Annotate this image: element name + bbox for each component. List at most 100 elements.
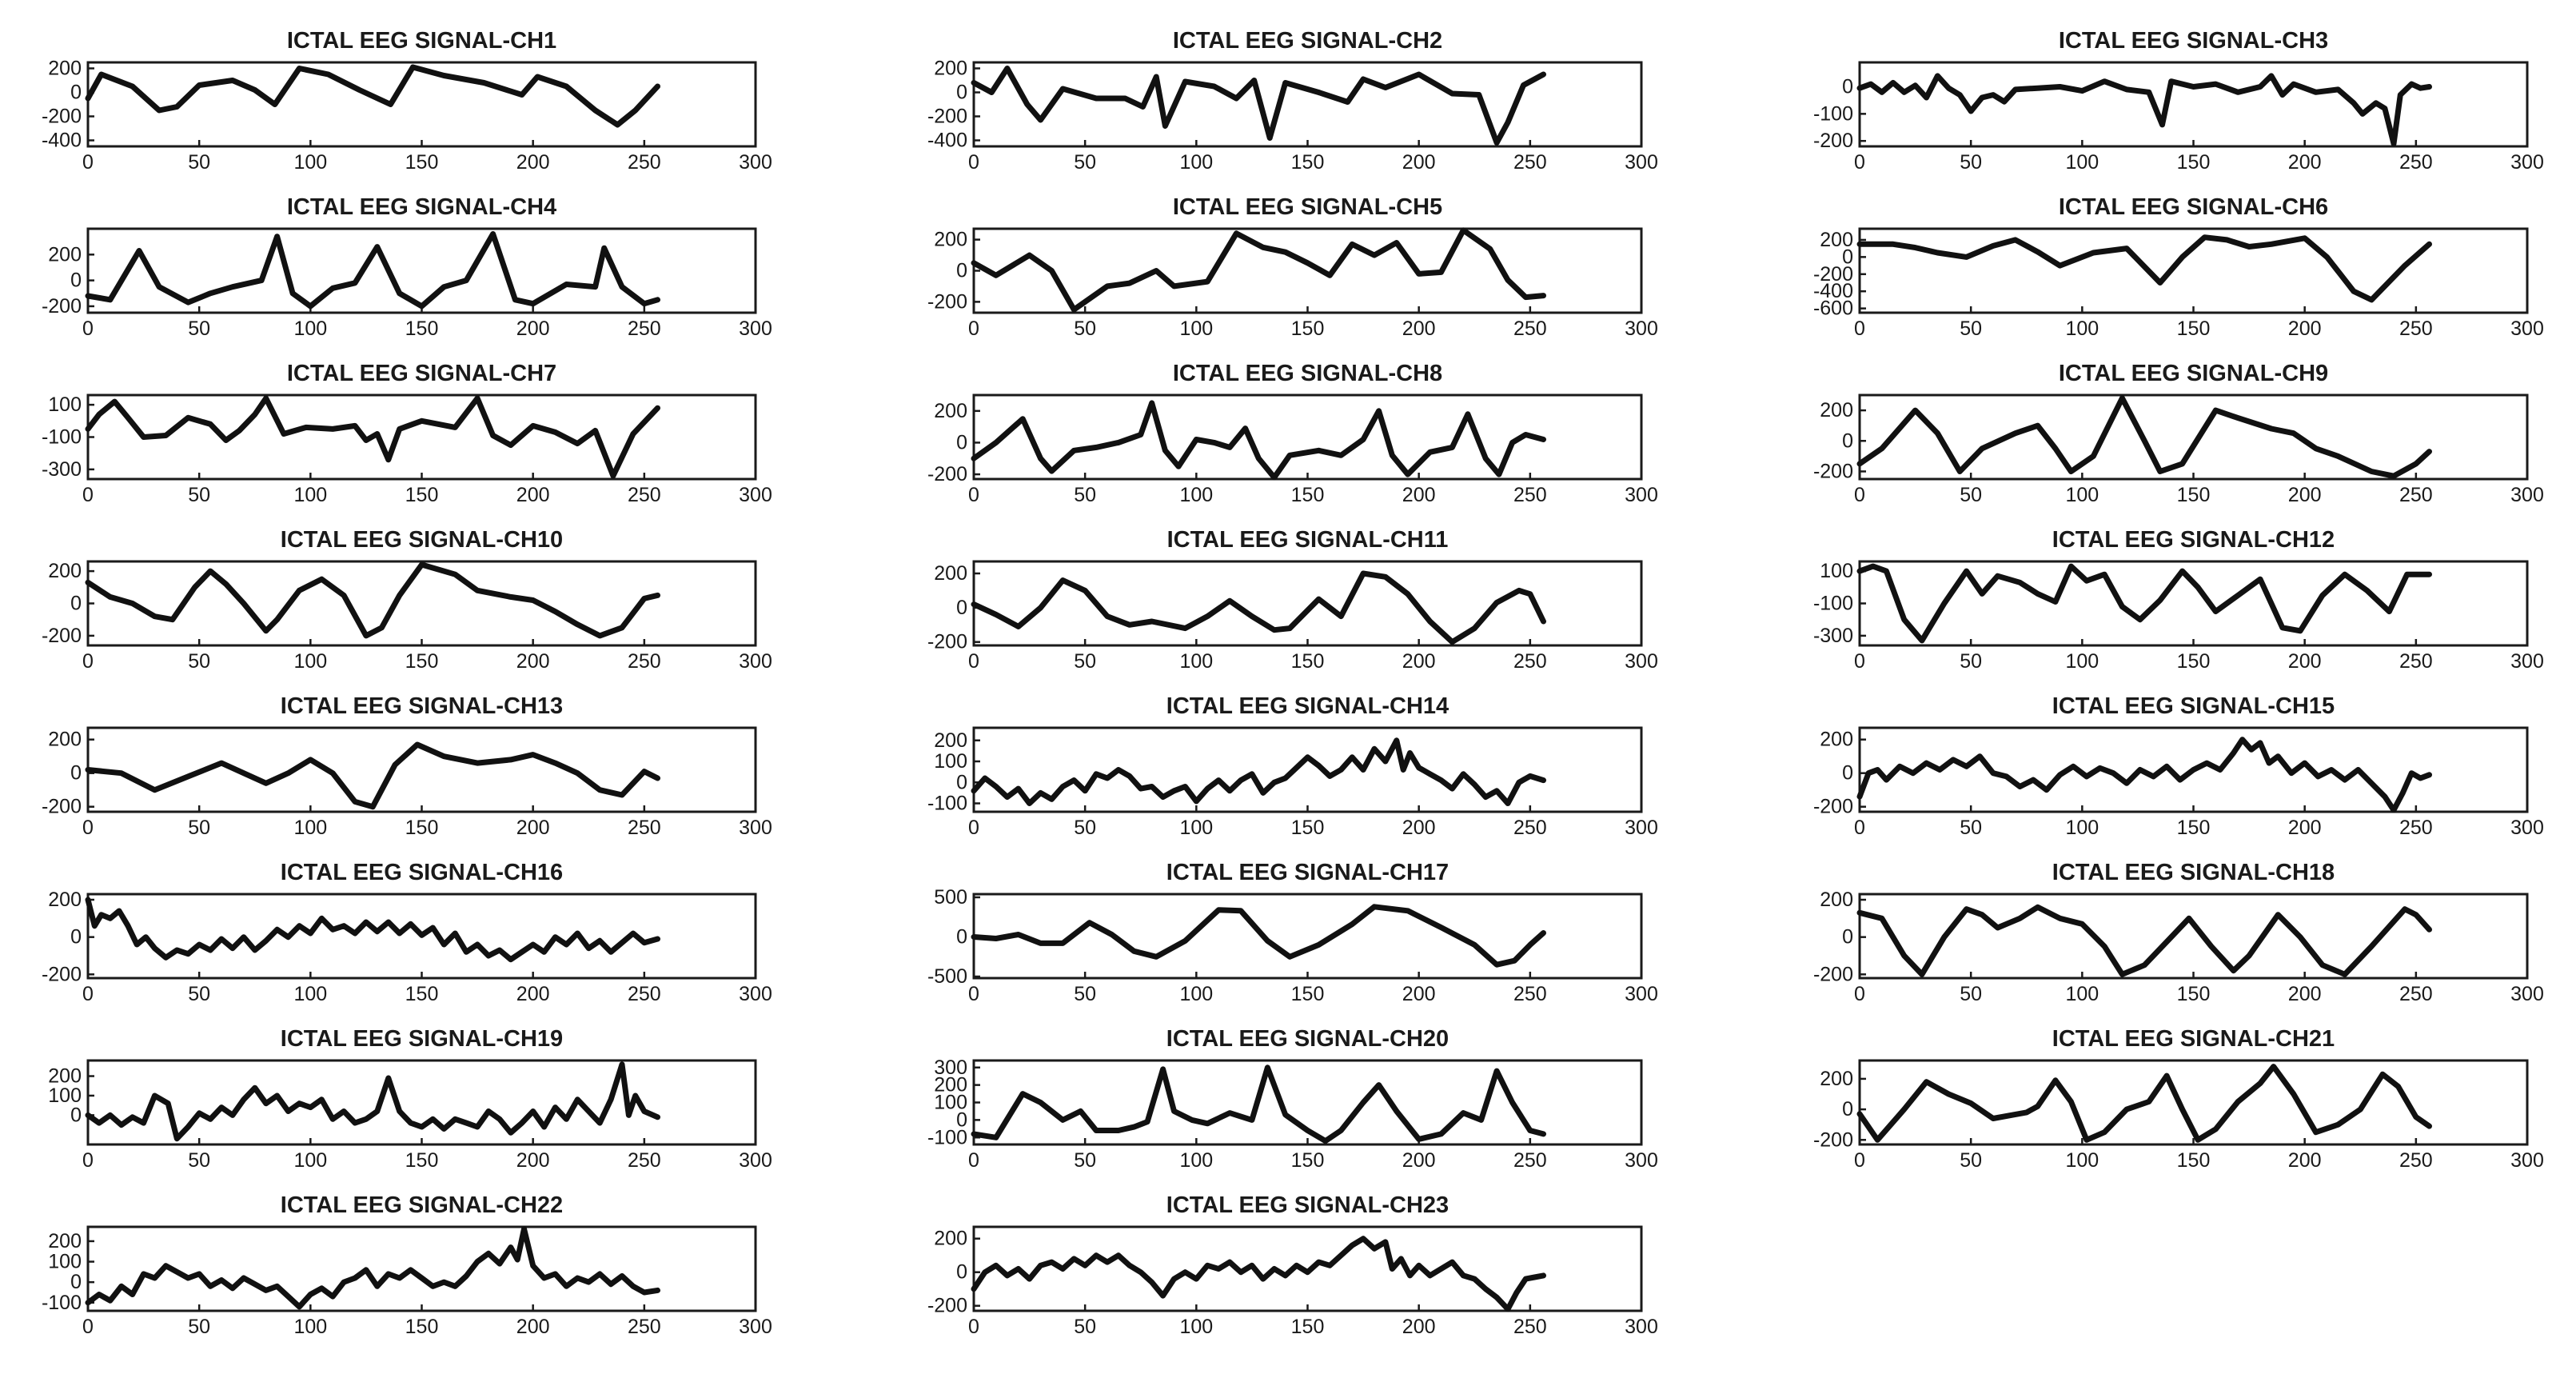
y-tick-label: 200: [1820, 889, 1853, 911]
y-tick-label: 200: [48, 889, 82, 911]
y-tick-label: -200: [1813, 130, 1853, 152]
x-tick-label: 0: [968, 817, 979, 839]
x-tick-label: 150: [2177, 151, 2211, 174]
plot-frame: [86, 726, 757, 813]
x-tick-label: 200: [1402, 318, 1436, 340]
y-tick-label: -300: [42, 458, 82, 481]
y-tick-label: 100: [48, 1084, 82, 1107]
y-tick-label: -200: [42, 295, 82, 318]
y-tick-label: -100: [927, 1126, 967, 1148]
x-tick-label: 250: [2399, 318, 2433, 340]
y-tick-label: 0: [956, 431, 967, 453]
x-tick-label: 150: [1291, 1149, 1325, 1172]
y-tick-label: 100: [1820, 560, 1853, 582]
x-tick-label: 50: [1074, 318, 1096, 340]
y-tick-label: -100: [1813, 102, 1853, 125]
x-tick-label: 300: [2510, 817, 2544, 839]
x-tick-label: 300: [739, 983, 772, 1005]
y-tick-label: 0: [1842, 926, 1853, 949]
x-tick-label: 50: [1074, 1149, 1096, 1172]
x-tick-label: 0: [968, 1316, 979, 1338]
x-tick-label: 0: [1854, 318, 1865, 340]
y-tick-label: 100: [934, 750, 967, 773]
x-tick-label: 100: [293, 983, 327, 1005]
x-tick-label: 250: [1513, 1316, 1547, 1338]
x-tick-label: 200: [516, 650, 550, 673]
x-tick-label: 150: [1291, 650, 1325, 673]
x-tick-label: 150: [2177, 983, 2211, 1005]
y-tick-label: 500: [934, 886, 967, 909]
x-tick-label: 0: [968, 484, 979, 506]
x-tick-label: 50: [1960, 1149, 1982, 1172]
x-tick-label: 150: [405, 1149, 439, 1172]
y-tick-label: -400: [42, 130, 82, 152]
x-tick-label: 0: [1854, 983, 1865, 1005]
x-tick-label: 0: [1854, 484, 1865, 506]
x-tick-label: 50: [188, 1316, 210, 1338]
y-tick-label: -100: [42, 1292, 82, 1314]
panel-title: ICTAL EEG SIGNAL-CH14: [1166, 693, 1449, 719]
x-tick-label: 100: [293, 817, 327, 839]
panel-title: ICTAL EEG SIGNAL-CH3: [2059, 28, 2328, 54]
x-tick-label: 250: [628, 817, 661, 839]
x-tick-label: 150: [2177, 817, 2211, 839]
plot-frame: [86, 1225, 757, 1312]
signal-line-ch12: [1856, 563, 2432, 644]
x-tick-label: 200: [516, 318, 550, 340]
x-tick-label: 100: [1179, 817, 1213, 839]
x-tick-label: 200: [516, 1316, 550, 1338]
signal-line-ch23: [971, 1236, 1546, 1312]
y-tick-label: 0: [1842, 429, 1853, 452]
x-tick-label: 300: [2510, 983, 2544, 1005]
x-tick-label: 0: [968, 650, 979, 673]
y-tick-label: 200: [48, 1230, 82, 1252]
y-tick-label: 0: [70, 593, 82, 615]
y-tick-label: 0: [1842, 762, 1853, 785]
panel-title: ICTAL EEG SIGNAL-CH10: [281, 527, 563, 553]
panel-title: ICTAL EEG SIGNAL-CH11: [1167, 527, 1449, 553]
x-tick-label: 200: [1402, 650, 1436, 673]
x-tick-label: 200: [2288, 650, 2322, 673]
eeg-panel-ch15: ICTAL EEG SIGNAL-CH15 0 50 100 150 200 250 300 2…: [1813, 693, 2544, 839]
y-tick-label: 0: [70, 1104, 82, 1126]
x-tick-label: 300: [1625, 1149, 1658, 1172]
panel-title: ICTAL EEG SIGNAL-CH2: [1173, 28, 1442, 54]
panel-title: ICTAL EEG SIGNAL-CH17: [1166, 860, 1449, 885]
x-tick-label: 300: [2510, 650, 2544, 673]
x-tick-label: 150: [405, 151, 439, 174]
y-tick-label: 200: [1820, 399, 1853, 421]
y-tick-label: -400: [1813, 280, 1853, 302]
x-tick-label: 150: [1291, 151, 1325, 174]
eeg-panel-ch17: ICTAL EEG SIGNAL-CH17 0 50 100 150 200 250 300 5…: [927, 860, 1658, 1005]
x-tick-label: 100: [1179, 983, 1213, 1005]
x-tick-label: 200: [516, 151, 550, 174]
x-tick-label: 150: [2177, 318, 2211, 340]
x-tick-label: 300: [2510, 1149, 2544, 1172]
signal-line-ch8: [971, 400, 1546, 481]
y-tick-label: 200: [934, 729, 967, 752]
x-tick-label: 100: [2065, 983, 2099, 1005]
x-tick-label: 100: [293, 650, 327, 673]
y-tick-label: -200: [927, 1295, 967, 1317]
x-tick-label: 250: [2399, 151, 2433, 174]
x-tick-label: 0: [1854, 1149, 1865, 1172]
plot-frame: [86, 61, 757, 148]
signal-line-ch7: [85, 395, 660, 479]
y-tick-label: 0: [70, 1271, 82, 1293]
eeg-panel-ch16: ICTAL EEG SIGNAL-CH16 0 50 100 150 200 250 300 2…: [42, 860, 772, 1005]
x-tick-label: 100: [293, 1149, 327, 1172]
x-tick-label: 50: [1960, 650, 1982, 673]
y-tick-label: -200: [42, 963, 82, 985]
y-tick-label: -200: [927, 106, 967, 128]
x-tick-label: 50: [1960, 151, 1982, 174]
x-tick-label: 200: [2288, 318, 2322, 340]
x-tick-label: 150: [405, 318, 439, 340]
x-tick-label: 100: [2065, 318, 2099, 340]
x-tick-label: 0: [1854, 151, 1865, 174]
x-tick-label: 50: [188, 817, 210, 839]
x-tick-label: 200: [1402, 983, 1436, 1005]
x-tick-label: 50: [188, 151, 210, 174]
eeg-panel-ch10: ICTAL EEG SIGNAL-CH10 0 50 100 150 200 250 300 2…: [42, 527, 772, 673]
plot-frame: [1858, 893, 2529, 980]
